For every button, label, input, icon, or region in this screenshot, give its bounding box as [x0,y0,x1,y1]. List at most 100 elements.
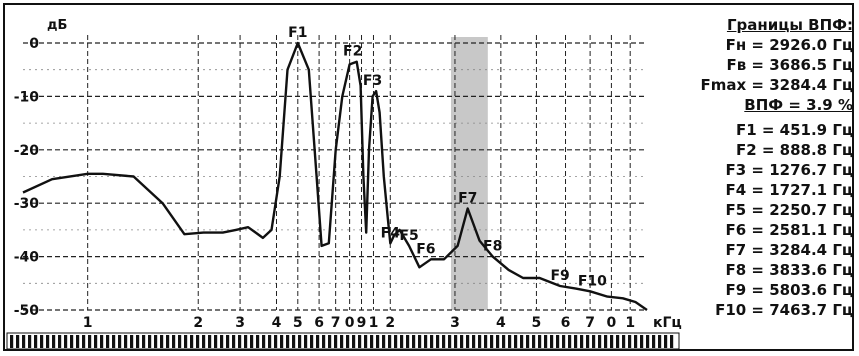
x-tick-label: 3 [235,315,245,331]
formant-f5: F5 = 2250.7 Гц [725,201,853,219]
scale-bar-tick [22,335,26,348]
x-tick-label: 0 [345,315,355,331]
x-tick-label: 2 [193,315,203,331]
formant-f3: F3 = 1276.7 Гц [725,161,853,179]
formant-label-9: F9 [550,268,569,284]
fn-value: Fн = 2926.0 Гц [725,36,853,54]
scale-bar-tick [286,335,290,348]
scale-bar-tick [172,335,176,348]
scale-bar-tick [28,335,32,348]
scale-bar-tick [58,335,62,348]
scale-bar-tick [220,335,224,348]
scale-bar-tick [646,335,650,348]
formant-label-1: F1 [288,25,307,41]
scale-bar-tick [490,335,494,348]
scale-bar-tick [46,335,50,348]
scale-bar-tick [520,335,524,348]
scale-bar-tick [268,335,272,348]
scale-bar-tick [178,335,182,348]
scale-bar-tick [514,335,518,348]
scale-bar-tick [130,335,134,348]
scale-bar-tick [400,335,404,348]
scale-bar-tick [586,335,590,348]
x-tick-label: 2 [385,315,395,331]
x-tick-label: 1 [369,315,379,331]
scale-bar-tick [388,335,392,348]
scale-bar-tick [352,335,356,348]
scale-bar-tick [310,335,314,348]
scale-bar-tick [484,335,488,348]
scale-bar-tick [502,335,506,348]
scale-bar-tick [64,335,68,348]
fv-value: Fв = 3686.5 Гц [726,56,853,74]
x-axis-unit: кГц [653,315,682,331]
scale-bar-tick [556,335,560,348]
scale-bar-tick [448,335,452,348]
scale-bar-tick [640,335,644,348]
scale-bar-tick [358,335,362,348]
scale-bar-tick [568,335,572,348]
scale-bar-tick [154,335,158,348]
x-tick-label: 7 [585,315,595,331]
scale-bar-tick [232,335,236,348]
scale-bar-tick [616,335,620,348]
formant-f2: F2 = 888.8 Гц [735,141,853,159]
scale-bar-tick [76,335,80,348]
scale-bar-tick [40,335,44,348]
x-tick-label: 1 [83,315,93,331]
formant-label-4: F4 [381,225,401,241]
scale-bar-tick [166,335,170,348]
scale-bar-tick [196,335,200,348]
scale-bar-tick [262,335,266,348]
formant-f10: F10 = 7463.7 Гц [715,301,853,319]
formant-f4: F4 = 1727.1 Гц [725,181,853,199]
x-tick-label: 1 [625,315,635,331]
scale-bar-tick [550,335,554,348]
scale-bar-tick [670,335,674,348]
scale-bar-tick [292,335,296,348]
scale-bar-tick [274,335,278,348]
scale-bar-tick [328,335,332,348]
formant-label-8: F8 [483,239,502,255]
scale-bar-tick [622,335,626,348]
formant-f8: F8 = 3833.6 Гц [725,261,853,279]
info-title: Границы ВПФ: [726,16,853,34]
vpf-value: ВПФ = 3.9 % [744,96,853,114]
scale-bar-tick [88,335,92,348]
y-axis-label: дБ [47,18,67,33]
scale-bar-tick [574,335,578,348]
x-tick-label: 6 [314,315,324,331]
scale-bar-tick [208,335,212,348]
scale-bar-tick [478,335,482,348]
scale-bar-tick [280,335,284,348]
scale-bar-tick [136,335,140,348]
fmax-value: Fmax = 3284.4 Гц [700,76,853,94]
formant-label-6: F6 [416,241,435,257]
scale-bar-tick [604,335,608,348]
scale-bar-tick [592,335,596,348]
scale-bar-tick [394,335,398,348]
scale-bar-tick [322,335,326,348]
scale-bar-tick [244,335,248,348]
scale-bar-tick [16,335,20,348]
x-tick-label: 0 [607,315,617,331]
x-tick-label: 4 [496,315,506,331]
x-tick-label: 5 [532,315,542,331]
scale-bar-tick [100,335,104,348]
scale-bar-tick [142,335,146,348]
x-tick-label: 5 [293,315,303,331]
scale-bar-tick [238,335,242,348]
info-panel: Границы ВПФ: Fн = 2926.0 Гц Fв = 3686.5 … [685,15,853,320]
scale-bar-tick [610,335,614,348]
scale-bar-tick [376,335,380,348]
scale-bar-tick [454,335,458,348]
scale-bar-tick [538,335,542,348]
spectrum-chart: 0-10-20-30-40-501 2 3 4 5 6 7 0 9 1 2 3 4 5 6 7 0 1дБкГцF… [6,18,682,349]
scale-bar-tick [10,335,14,348]
scale-bar-tick [316,335,320,348]
x-tick-label: 9 [357,315,367,331]
scale-bar-tick [250,335,254,348]
scale-bar-tick [304,335,308,348]
scale-bar-tick [106,335,110,348]
scale-bar-tick [364,335,368,348]
